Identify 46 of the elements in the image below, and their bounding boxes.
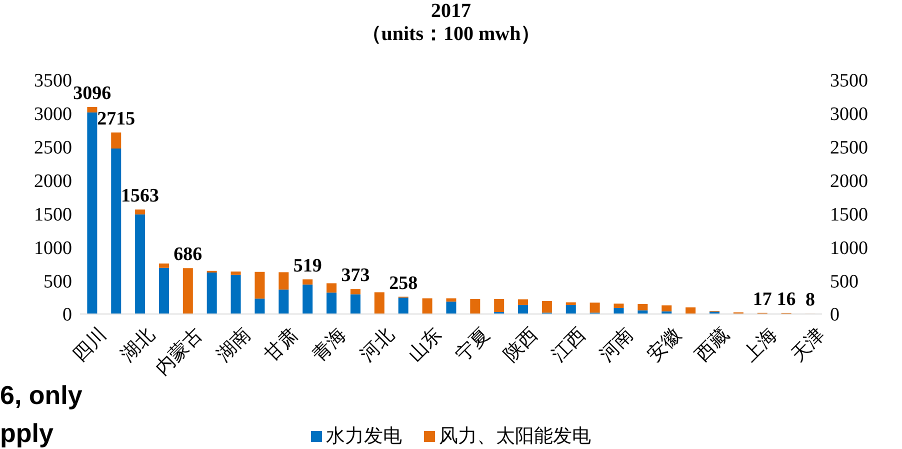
x-tick-label: 河北 — [356, 324, 398, 366]
y2-tick-label: 2000 — [830, 171, 868, 192]
x-tick-label: 甘肃 — [260, 324, 303, 366]
y2-tick-label: 1500 — [830, 204, 868, 226]
total-label: 3096 — [73, 83, 112, 104]
total-label: 17 — [752, 288, 772, 310]
x-tick-label: 天津 — [786, 324, 830, 366]
x-tick-label: 河南 — [595, 324, 638, 366]
total-label: 2715 — [97, 108, 136, 130]
x-tick-label: 四川 — [68, 324, 112, 366]
total-label: 519 — [293, 255, 322, 276]
total-label: 258 — [389, 272, 418, 294]
legend-label: 风力、太阳能发电 — [438, 424, 591, 449]
x-tick-label: 宁夏 — [452, 324, 494, 366]
y-tick-label: 0 — [62, 304, 72, 326]
x-tick-label: 江西 — [547, 324, 590, 366]
total-label: 373 — [341, 265, 370, 286]
legend-label: 水力发电 — [325, 424, 402, 449]
total-label: 686 — [174, 244, 202, 266]
y-tick-label: 3000 — [34, 104, 72, 126]
x-tick-label: 湖南 — [212, 324, 255, 366]
y-tick-label: 2500 — [34, 138, 72, 159]
y-tick-label: 500 — [44, 271, 72, 292]
x-tick-label: 安徽 — [643, 324, 686, 366]
y-tick-label: 3500 — [34, 70, 72, 92]
chart-subtitle: （units：100 mwh） — [360, 22, 542, 46]
y2-tick-label: 0 — [830, 304, 840, 326]
y2-tick-label: 3500 — [830, 70, 868, 92]
y2-tick-label: 500 — [830, 271, 858, 292]
total-label: 16 — [776, 288, 796, 310]
total-label: 1563 — [121, 186, 160, 206]
total-label: 8 — [805, 289, 815, 310]
x-tick-label: 上海 — [738, 324, 782, 366]
x-tick-label: 青海 — [308, 324, 350, 366]
x-tick-label: 西藏 — [691, 324, 734, 366]
y2-tick-label: 3000 — [830, 104, 868, 126]
y2-tick-label: 2500 — [830, 138, 868, 159]
text: 6, only — [0, 380, 82, 410]
y-tick-label: 1000 — [34, 238, 72, 259]
y-tick-label: 2000 — [34, 171, 72, 192]
y2-tick-label: 1000 — [830, 238, 868, 259]
x-tick-label: 陕西 — [500, 324, 542, 366]
text: pply — [0, 418, 54, 448]
y-tick-label: 1500 — [34, 204, 72, 226]
chart-title: 2017 — [430, 0, 472, 22]
x-tick-label: 山东 — [404, 324, 446, 366]
